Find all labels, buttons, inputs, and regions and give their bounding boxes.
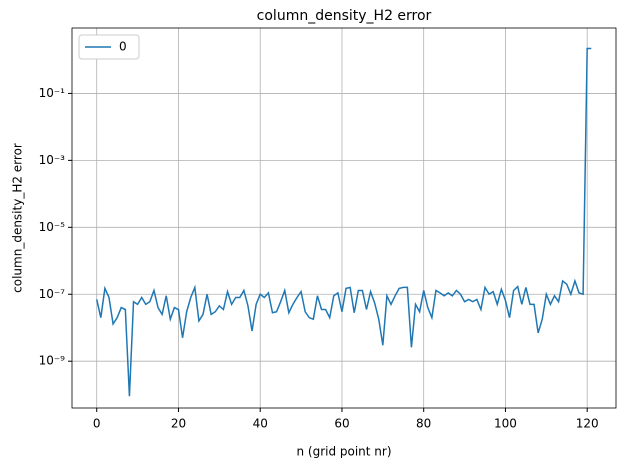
y-axis-label: column_density_H2 error (11, 143, 25, 293)
y-tick-label: 10⁻³ (39, 153, 66, 167)
y-tick-label: 10⁻⁵ (39, 220, 66, 234)
y-tick-label: 10⁻⁹ (39, 354, 66, 368)
x-tick-label: 80 (416, 417, 431, 431)
x-tick-label: 40 (253, 417, 268, 431)
y-tick-label: 10⁻⁷ (39, 287, 66, 301)
plot-frame (71, 27, 617, 409)
x-tick-label: 120 (576, 417, 599, 431)
y-tick-label: 10⁻¹ (39, 86, 66, 100)
x-tick-label: 20 (171, 417, 186, 431)
x-tick-label: 60 (334, 417, 349, 431)
legend-label: 0 (119, 40, 127, 54)
chart-title: column_density_H2 error (257, 8, 432, 24)
x-tick-label: 100 (494, 417, 517, 431)
data-line (95, 47, 592, 397)
x-tick-label: 0 (93, 417, 101, 431)
x-axis-label: n (grid point nr) (296, 445, 391, 459)
